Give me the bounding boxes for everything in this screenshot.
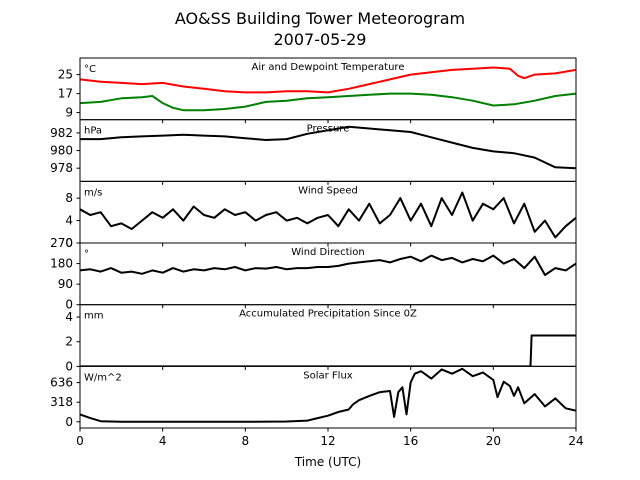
panel-title: Wind Direction — [291, 247, 365, 258]
panel-title: Accumulated Precipitation Since 0Z — [239, 309, 417, 320]
panel-unit: °C — [84, 64, 96, 75]
y-tick-label: 4 — [65, 310, 73, 324]
x-tick-label: 16 — [403, 434, 418, 448]
panel-4: Accumulated Precipitation Since 0Z mm 0 2 4 — [65, 304, 577, 373]
panel-5: Solar Flux W/m^2 0 318 636 — [50, 365, 577, 429]
y-tick-label: 978 — [50, 161, 73, 175]
series-line-0 — [80, 254, 576, 276]
y-tick-label: 180 — [50, 257, 73, 271]
x-axis: 0 4 8 12 16 20 24 — [76, 428, 584, 448]
panel-unit: m/s — [84, 187, 102, 198]
y-tick-label: 0 — [65, 298, 73, 312]
y-tick-label: 0 — [65, 236, 73, 250]
series-line-1 — [80, 92, 576, 112]
x-tick-label: 12 — [320, 434, 335, 448]
x-tick-label: 8 — [242, 434, 250, 448]
panel-1: Pressure hPa 978 980 982 — [50, 119, 577, 185]
y-tick-label: 318 — [50, 395, 73, 409]
panel-title: Wind Speed — [298, 185, 358, 196]
figure-title-line1: AO&SS Building Tower Meteorogram — [175, 9, 465, 28]
y-tick-label: 4 — [65, 214, 73, 228]
series-line-0 — [80, 125, 576, 170]
y-tick-label: 9 — [65, 106, 73, 120]
y-tick-label: 25 — [58, 68, 73, 82]
x-tick-label: 24 — [568, 434, 583, 448]
panel-title: Pressure — [307, 124, 350, 135]
panel-3: Wind Direction ° 0 90 180 270 — [50, 236, 577, 312]
panel-unit: ° — [84, 249, 89, 260]
y-tick-label: 17 — [58, 87, 73, 101]
series-line-0 — [80, 66, 576, 94]
panel-2: Wind Speed m/s 0 4 8 — [65, 180, 577, 250]
x-tick-label: 4 — [159, 434, 167, 448]
y-tick-label: 0 — [65, 415, 73, 429]
y-tick-label: 90 — [58, 277, 73, 291]
y-tick-label: 2 — [65, 335, 73, 349]
panel-title: Air and Dewpoint Temperature — [252, 62, 405, 73]
panel-unit: hPa — [84, 126, 102, 137]
series-line-0 — [80, 191, 576, 239]
series-line-0 — [80, 367, 576, 423]
series-line-0 — [80, 334, 576, 367]
panels-group: Air and Dewpoint Temperature °C 9 17 25 Press… — [50, 57, 577, 429]
y-tick-label: 8 — [65, 191, 73, 205]
y-tick-label: 980 — [50, 144, 73, 158]
y-tick-label: 270 — [50, 236, 73, 250]
panel-unit: mm — [84, 311, 103, 322]
panel-0: Air and Dewpoint Temperature °C 9 17 25 — [58, 57, 577, 124]
x-tick-label: 0 — [76, 434, 84, 448]
y-tick-label: 636 — [50, 376, 73, 390]
panel-title: Solar Flux — [303, 370, 353, 381]
panel-unit: W/m^2 — [84, 372, 122, 383]
y-tick-label: 982 — [50, 126, 73, 140]
x-tick-label: 20 — [486, 434, 501, 448]
y-tick-label: 0 — [65, 359, 73, 373]
x-axis-label: Time (UTC) — [294, 455, 361, 469]
figure-title-line2: 2007-05-29 — [274, 30, 367, 49]
